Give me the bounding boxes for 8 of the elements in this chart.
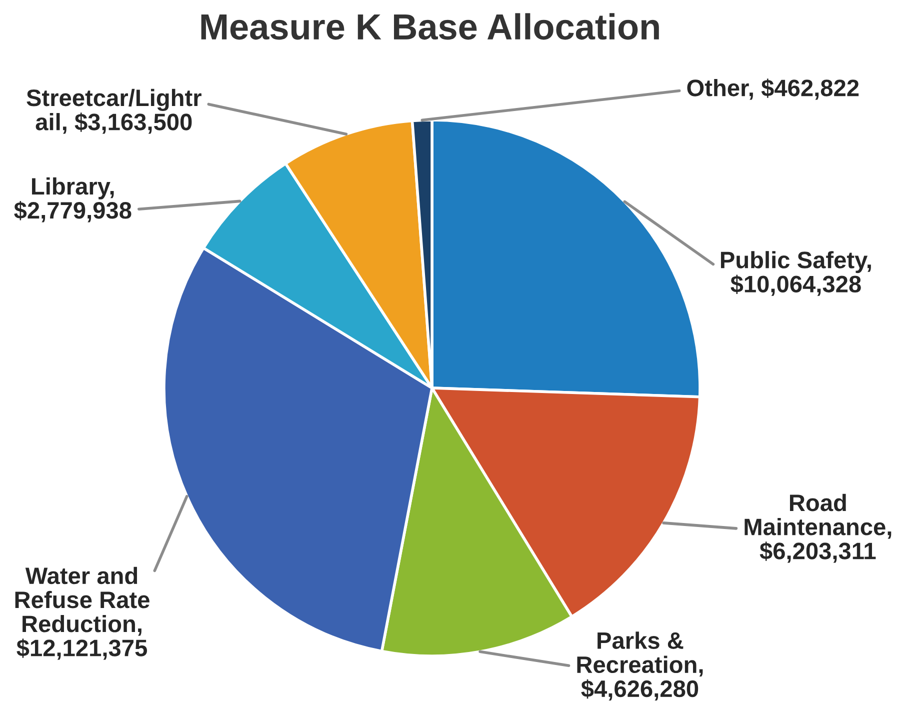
slice-label: Water and Refuse Rate Reduction, $12,121,375 bbox=[15, 566, 150, 660]
slice-label: Streetcar/Lightrail, $3,163,500 bbox=[26, 88, 202, 134]
slice-label: Road Maintenance, $6,203,311 bbox=[744, 494, 892, 563]
slice-label: Parks & Recreation, $4,626,280 bbox=[577, 632, 703, 701]
slice-label: Other, $462,822 bbox=[687, 78, 859, 100]
slice-label: Library, $2,779,938 bbox=[14, 177, 132, 222]
chart-title: Measure K Base Allocation bbox=[201, 13, 659, 40]
slice-label: Public Safety, $10,064,328 bbox=[720, 251, 871, 296]
